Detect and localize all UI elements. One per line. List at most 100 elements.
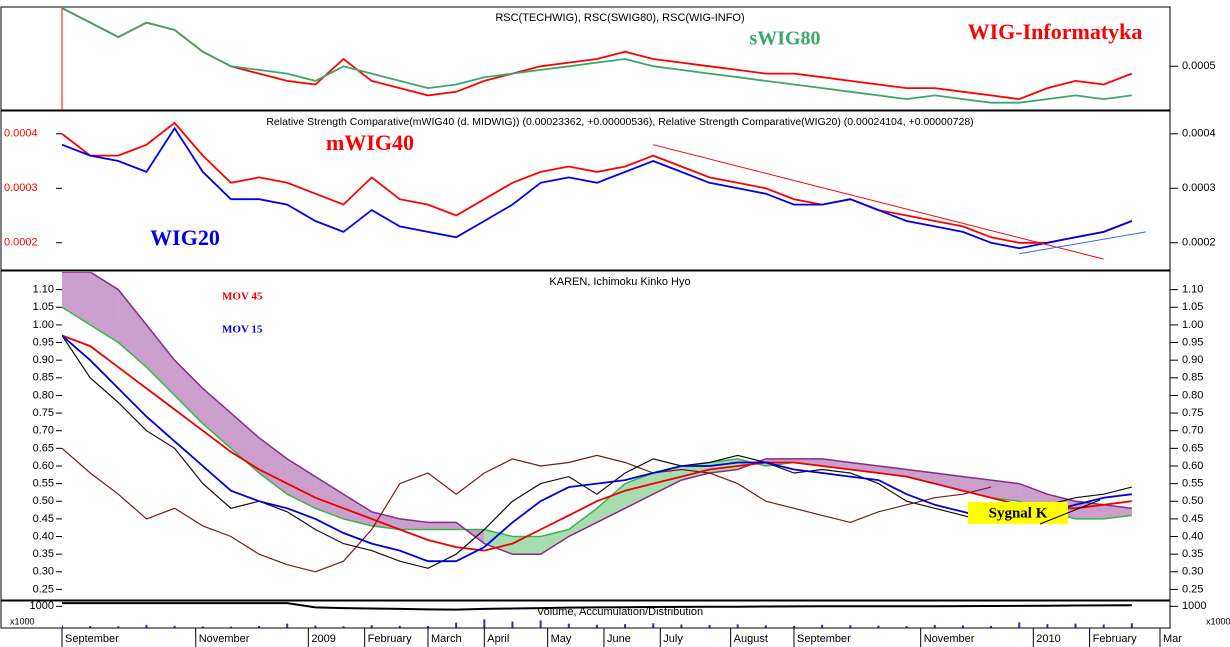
y-tick-label-left: 1.00 [33,319,54,331]
panel-title: Volume, Accumulation/Distribution [537,606,703,618]
cloud-segment [202,388,231,449]
plot-area [62,272,1132,573]
y-tick-label-left: 0.0002 [4,237,38,249]
cloud-segment [512,536,541,555]
volume-bar [1130,623,1133,628]
volume-bar [398,625,401,628]
plot-area [62,121,1146,260]
x-tick-label: 2010 [1036,633,1060,645]
x-tick-label: July [663,633,683,645]
panel-title: RSC(TECHWIG), RSC(SWIG80), RSC(WIG-INFO) [495,12,744,24]
series-line [62,121,1133,244]
volume-bar [567,623,570,628]
volume-bar [314,625,317,628]
volume-bar [708,624,711,628]
y-tick-label: 0.0002 [1182,237,1216,249]
y-tick-label: 0.0004 [1182,128,1216,140]
cloud-segment [343,494,372,526]
panel-frame [0,270,1171,601]
series-line [62,8,1133,101]
x-tick-label: May [551,633,572,645]
y-tick-label-left: 0.40 [33,530,54,542]
volume-bar [511,621,514,628]
x-tick-label: April [487,633,509,645]
cloud-segment [315,476,344,519]
volume-bar [821,624,824,628]
cloud-segment [428,522,457,530]
y-tick-label: 0.65 [1182,442,1203,454]
x-tick-label: March [431,633,462,645]
x-tick-label: November [924,633,975,645]
cloud-segment [1103,504,1132,519]
y-tick-label-left: 0.45 [33,513,54,525]
volume-bar [1074,623,1077,628]
x-tick-label: February [1093,633,1138,645]
volume-bar [173,625,176,628]
series-label: WIG-Informatyka [968,19,1143,44]
x-tick-label: September [797,633,851,645]
volume-bar [201,626,204,628]
series-line [62,126,1133,250]
panel-title: KAREN, Ichimoku Kinko Hyo [549,276,690,288]
y-tick-label: 0.80 [1182,389,1203,401]
cloud-segment [934,473,963,491]
y-tick-label: 0.55 [1182,478,1203,490]
panel-frame [0,110,1171,271]
series-line [62,335,1132,569]
y-tick-label-left: 0.90 [33,354,54,366]
series-label: MOV 15 [222,324,263,336]
volume-bar [117,626,120,628]
x-tick-label: Mar [1163,633,1182,645]
cloud-segment [230,413,260,474]
volume-bar [933,624,936,628]
unit-label: x1000 [10,616,35,626]
trend-line [653,144,1104,260]
cloud-segment [962,476,992,498]
y-tick-label-left: 0.95 [33,336,54,348]
cloud-segment [484,529,513,555]
y-tick-label-left: 0.85 [33,372,54,384]
y-tick-label: 0.75 [1182,407,1203,419]
series-label: MOV 45 [222,291,263,303]
y-tick-label-left: 0.25 [33,583,54,595]
cloud-segment [540,529,569,555]
cloud-segment [371,511,400,530]
cloud-segment [62,272,91,325]
volume-bar [370,625,373,628]
y-tick-label: 0.25 [1182,583,1203,595]
y-tick-label: 0.90 [1182,354,1203,366]
volume-bar [680,624,683,628]
volume-bar [483,619,486,628]
y-tick-label: 0.35 [1182,548,1203,560]
series-line [62,334,1132,552]
y-tick-label-left: 0.30 [33,566,54,578]
y-tick-label: 0.45 [1182,513,1203,525]
y-tick-label-left: 1.10 [33,284,54,296]
cloud-segment [991,480,1020,502]
y-tick-label-left: 0.70 [33,425,54,437]
series-label: mWIG40 [326,130,414,155]
plot-area [62,8,1133,104]
x-tick-label: 2009 [311,633,335,645]
ad-line [62,602,1132,611]
x-tick-label: September [65,633,119,645]
volume-bar [736,624,739,628]
y-tick-label: 1.05 [1182,301,1203,313]
panel-title: Relative Strength Comparative(mWIG40 (d.… [266,116,973,128]
x-tick-label: February [368,633,413,645]
cloud-segment [146,324,175,396]
y-tick-label: 0.70 [1182,425,1203,437]
y-tick-label: 0.85 [1182,372,1203,384]
y-tick-label-left: 0.65 [33,442,54,454]
volume-bar [1102,624,1105,628]
volume-bar [145,624,148,628]
series-line [62,334,1132,563]
y-tick-label-left: 1000 [30,600,54,612]
y-tick-label-left: 0.75 [33,407,54,419]
y-tick-label: 0.95 [1182,336,1203,348]
y-tick-label-left: 0.80 [33,389,54,401]
volume-bar [89,626,92,628]
volume-bar [652,623,655,628]
cloud-segment [287,458,316,509]
